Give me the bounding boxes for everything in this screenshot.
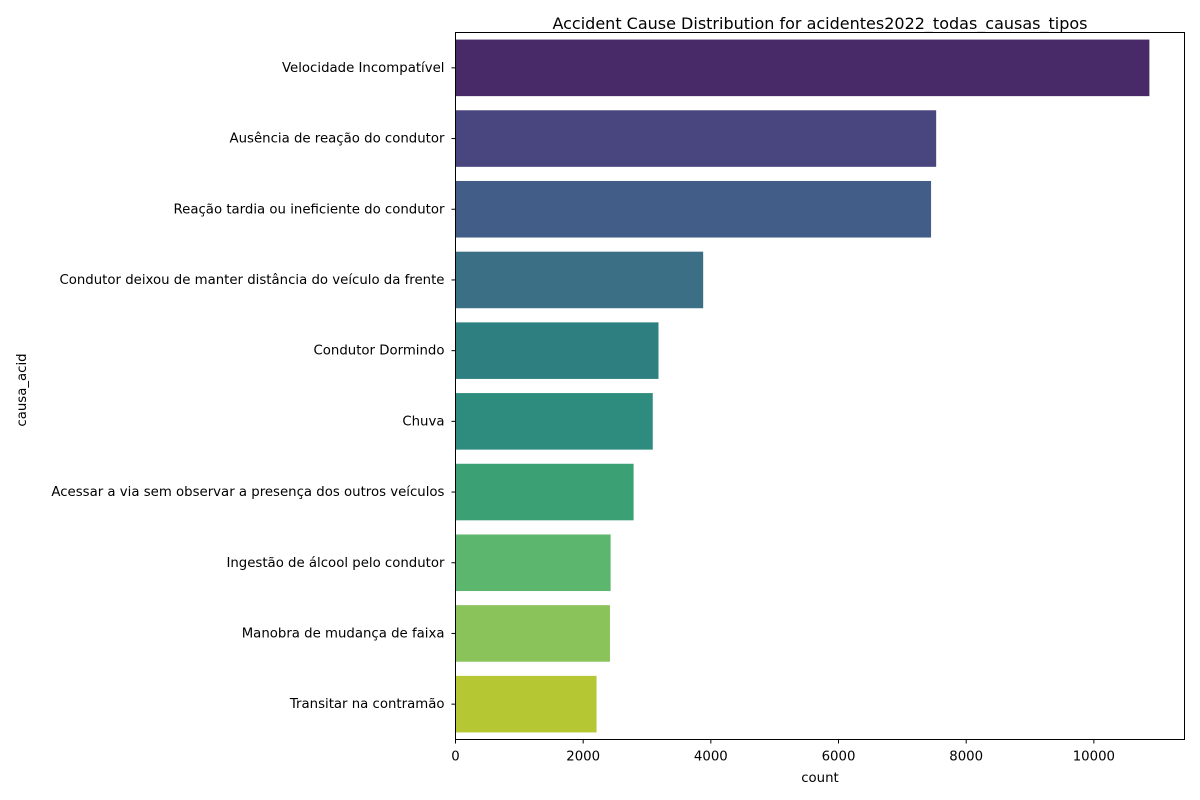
chart-title: Accident Cause Distribution for acidente… [552,14,1087,34]
x-tick-label: 8000 [949,750,983,765]
y-axis-label: causa_acid [15,353,30,426]
bar [455,393,653,450]
y-tick-label: Reação tardia ou ineficiente do condutor [174,202,445,217]
y-tick-label: Transitar na contramão [289,697,445,712]
bar [455,110,937,167]
x-axis-label: count [801,771,839,786]
x-tick-label: 4000 [694,750,728,765]
x-tick-label: 2000 [566,750,600,765]
y-tick-label: Chuva [402,414,444,429]
bar [455,180,932,238]
bar [455,463,634,521]
y-tick-label: Acessar a via sem observar a presença do… [51,484,444,500]
bar [455,251,704,309]
y-tick-label: Ingestão de álcool pelo condutor [226,555,445,571]
bar [455,534,611,592]
y-tick-label: Condutor deixou de manter distância do v… [59,272,444,288]
bar [455,675,597,733]
y-tick-label: Ausência de reação do condutor [230,131,446,147]
x-tick-label: 10000 [1073,750,1115,765]
y-tick-label: Velocidade Incompatível [282,60,445,76]
y-tick-label: Condutor Dormindo [313,344,444,359]
x-tick-label: 0 [451,750,459,765]
y-tick-label: Manobra de mudança de faixa [242,626,445,641]
bars-group [455,39,1150,733]
x-ticks: 0 2000 4000 6000 8000 10000 [451,739,1115,765]
bar [455,39,1150,97]
bar [455,322,659,379]
plot-area-frame [455,32,1185,740]
x-tick-label: 6000 [822,750,856,765]
bar [455,605,610,662]
y-tick-labels: Velocidade Incompatível Ausência de reaçã… [51,60,456,712]
